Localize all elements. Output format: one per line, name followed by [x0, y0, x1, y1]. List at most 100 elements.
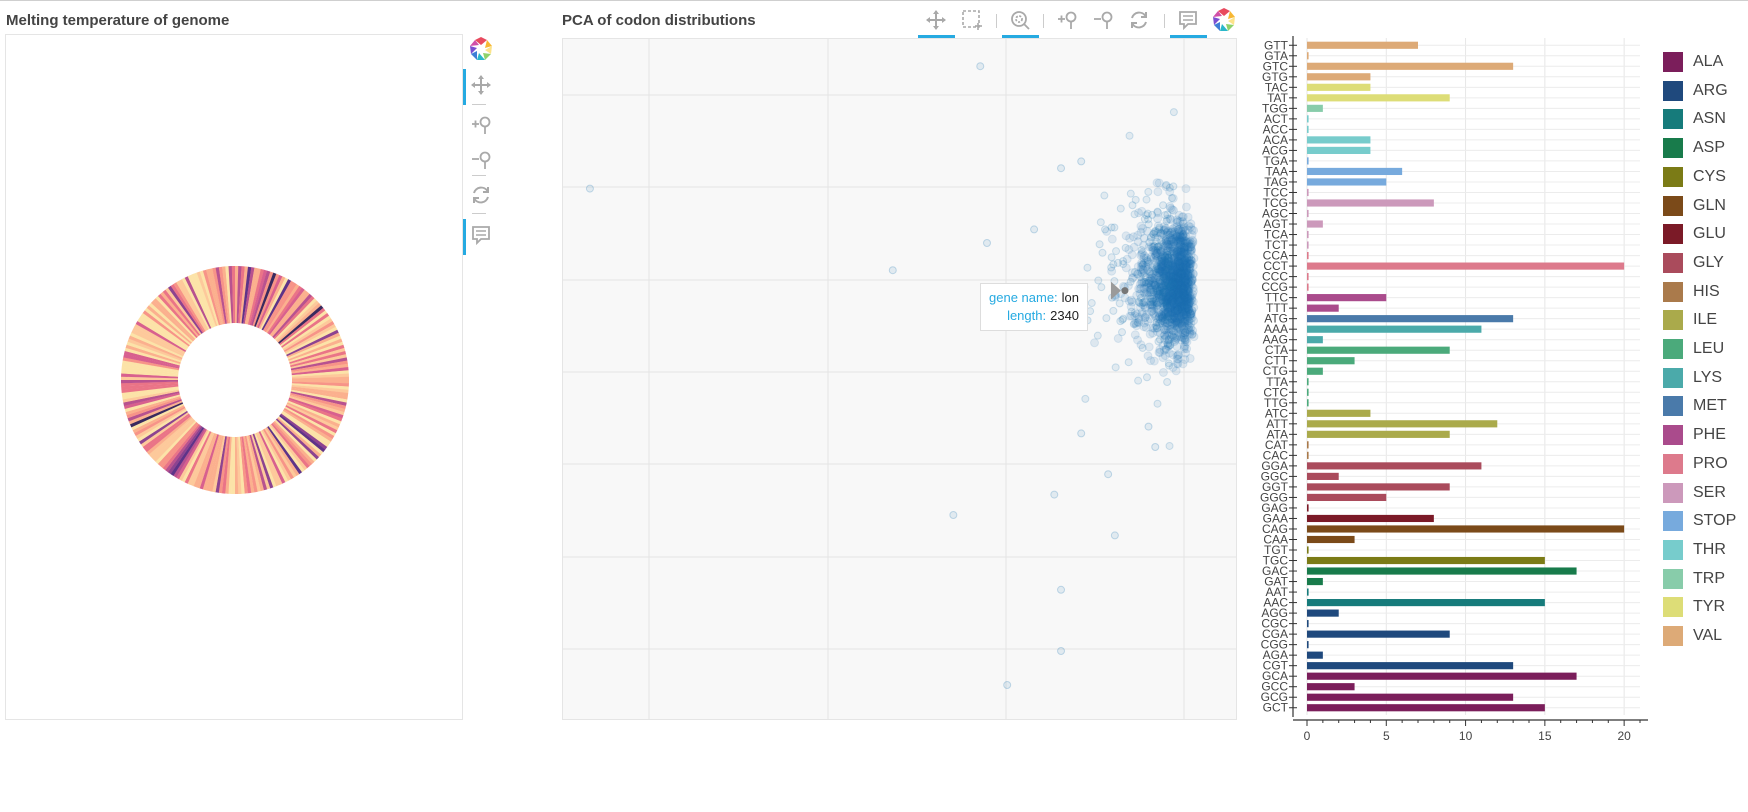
codon-bar-CAG[interactable] [1307, 525, 1625, 533]
legend-item-ser[interactable]: SER [1663, 482, 1726, 503]
codon-bar-CCT[interactable] [1307, 262, 1625, 270]
legend-item-ile[interactable]: ILE [1663, 310, 1717, 331]
codon-bar-CCC[interactable] [1307, 273, 1309, 281]
codon-bar-TGC[interactable] [1307, 556, 1545, 565]
codon-bar-ACG[interactable] [1307, 146, 1371, 154]
codon-bar-TAT[interactable] [1307, 94, 1450, 102]
codon-bar-ACT[interactable] [1307, 115, 1309, 123]
top-tool-zoom-in-icon[interactable] [1052, 5, 1082, 35]
legend-item-arg[interactable]: ARG [1663, 80, 1728, 101]
pca-scatter-chart[interactable] [563, 39, 1236, 719]
codon-bar-GTC[interactable] [1307, 62, 1514, 70]
codon-bar-ATC[interactable] [1307, 409, 1371, 417]
left-tool-bokeh-logo-icon[interactable] [466, 34, 496, 64]
codon-bar-CAT[interactable] [1307, 441, 1309, 449]
top-tool-wheel-zoom-icon[interactable] [1005, 5, 1035, 35]
codon-bar-GTT[interactable] [1307, 41, 1418, 49]
codon-bar-TGG[interactable] [1307, 104, 1323, 112]
legend-item-cys[interactable]: CYS [1663, 166, 1726, 187]
top-tool-bokeh-logo-icon[interactable] [1209, 5, 1239, 35]
codon-bar-CCA[interactable] [1307, 251, 1309, 260]
codon-bar-TAC[interactable] [1307, 83, 1371, 91]
codon-bar-TTA[interactable] [1307, 378, 1309, 386]
top-tool-box-select-icon[interactable] [957, 5, 987, 35]
codon-bar-GTA[interactable] [1307, 52, 1309, 60]
legend-item-ala[interactable]: ALA [1663, 52, 1723, 72]
legend-item-glu[interactable]: GLU [1663, 224, 1726, 245]
top-tool-reset-icon[interactable] [1124, 5, 1154, 35]
codon-bar-TGT[interactable] [1307, 546, 1309, 554]
codon-bar-TTT[interactable] [1307, 304, 1339, 312]
codon-bar-AAC[interactable] [1307, 599, 1545, 607]
codon-bar-AAA[interactable] [1307, 325, 1482, 333]
codon-bar-GAC[interactable] [1307, 567, 1577, 575]
codon-bar-TTC[interactable] [1307, 294, 1387, 302]
codon-bar-TCG[interactable] [1307, 199, 1434, 207]
codon-bar-CGT[interactable] [1307, 662, 1514, 670]
codon-bar-AGG[interactable] [1307, 609, 1339, 617]
codon-bar-GGG[interactable] [1307, 493, 1387, 502]
codon-bar-GAA[interactable] [1307, 514, 1434, 523]
codon-bar-GGT[interactable] [1307, 483, 1450, 491]
codon-bar-CGG[interactable] [1307, 641, 1309, 649]
codon-bar-GCG[interactable] [1307, 693, 1514, 701]
codon-bar-GAG[interactable] [1307, 504, 1309, 512]
codon-bar-CGA[interactable] [1307, 630, 1450, 638]
codon-bar-ACC[interactable] [1307, 125, 1309, 133]
codon-bar-ACA[interactable] [1307, 136, 1371, 144]
left-tool-pan-icon[interactable] [466, 70, 496, 100]
legend-item-pro[interactable]: PRO [1663, 453, 1728, 474]
legend-item-his[interactable]: HIS [1663, 281, 1720, 302]
legend-item-gly[interactable]: GLY [1663, 252, 1724, 273]
codon-bar-AAT[interactable] [1307, 588, 1309, 596]
top-tool-zoom-out-icon[interactable] [1088, 5, 1118, 35]
codon-bar-TCC[interactable] [1307, 188, 1309, 197]
codon-bar-CAA[interactable] [1307, 535, 1355, 544]
codon-bar-AGT[interactable] [1307, 220, 1323, 228]
legend-item-stop[interactable]: STOP [1663, 511, 1736, 532]
codon-bar-CTA[interactable] [1307, 346, 1450, 354]
legend-item-lys[interactable]: LYS [1663, 367, 1722, 388]
left-tool-reset-icon[interactable] [466, 180, 496, 210]
legend-item-thr[interactable]: THR [1663, 539, 1726, 560]
codon-bar-ATG[interactable] [1307, 315, 1514, 323]
hovered-point[interactable] [1121, 287, 1129, 295]
codon-bar-GAT[interactable] [1307, 577, 1323, 586]
codon-bar-GCT[interactable] [1307, 704, 1545, 712]
legend-item-tyr[interactable]: TYR [1663, 597, 1725, 618]
codon-bar-CCG[interactable] [1307, 283, 1309, 291]
codon-bar-GGA[interactable] [1307, 462, 1482, 470]
codon-bar-CAC[interactable] [1307, 451, 1309, 459]
codon-bar-AGC[interactable] [1307, 209, 1309, 218]
codon-bar-TAG[interactable] [1307, 178, 1387, 186]
codon-bar-CTT[interactable] [1307, 357, 1355, 365]
codon-bar-TAA[interactable] [1307, 167, 1403, 176]
left-tool-hover-icon[interactable] [466, 220, 496, 250]
legend-item-val[interactable]: VAL [1663, 626, 1722, 646]
legend-item-leu[interactable]: LEU [1663, 339, 1724, 359]
codon-bar-ATA[interactable] [1307, 430, 1450, 438]
codon-bar-chart[interactable]: GTTGTAGTCGTGTACTATTGGACTACCACAACGTGATAAT… [1240, 30, 1660, 775]
top-tool-pan-icon[interactable] [921, 5, 951, 35]
legend-item-asp[interactable]: ASP [1663, 138, 1725, 159]
top-tool-hover-icon[interactable] [1173, 5, 1203, 35]
codon-bar-GTG[interactable] [1307, 73, 1371, 81]
legend-item-trp[interactable]: TRP [1663, 568, 1725, 589]
codon-bar-TTG[interactable] [1307, 399, 1309, 407]
codon-bar-TCT[interactable] [1307, 241, 1309, 249]
legend-item-gln[interactable]: GLN [1663, 195, 1726, 216]
codon-bar-GGC[interactable] [1307, 472, 1339, 480]
left-tool-zoom-in-icon[interactable] [466, 110, 496, 140]
legend-item-phe[interactable]: PHE [1663, 425, 1726, 446]
melting-ring-chart[interactable] [6, 35, 462, 719]
codon-bar-TCA[interactable] [1307, 230, 1309, 239]
codon-bar-GCA[interactable] [1307, 672, 1577, 680]
codon-bar-CTC[interactable] [1307, 388, 1309, 396]
left-tool-zoom-out-icon[interactable] [466, 145, 496, 175]
codon-bar-TGA[interactable] [1307, 157, 1309, 165]
codon-bar-ATT[interactable] [1307, 420, 1498, 428]
legend-item-met[interactable]: MET [1663, 396, 1727, 417]
codon-bar-CGC[interactable] [1307, 620, 1309, 628]
codon-bar-GCC[interactable] [1307, 683, 1355, 691]
codon-bar-AGA[interactable] [1307, 651, 1323, 659]
